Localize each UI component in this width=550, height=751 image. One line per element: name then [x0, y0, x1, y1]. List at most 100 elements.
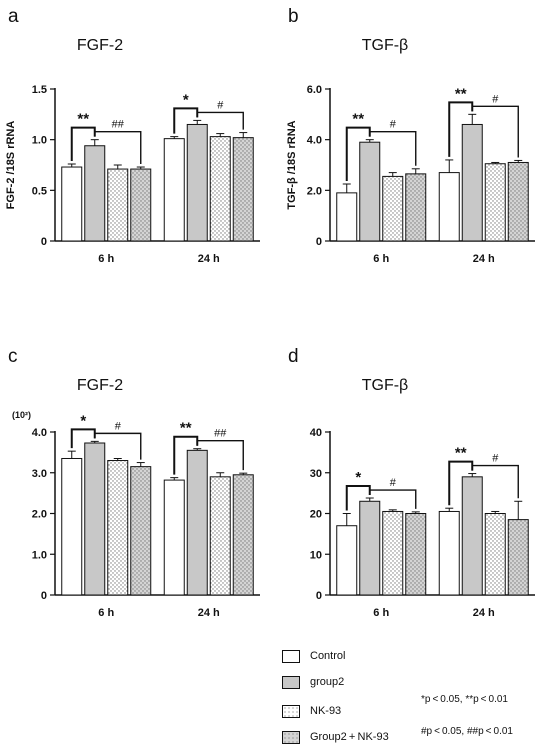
- legend-swatch-group2: [282, 675, 300, 689]
- significance-bracket: [196, 111, 244, 130]
- bar-group2: [461, 123, 483, 242]
- y-tick-label: 1.5: [32, 84, 47, 96]
- significance-label: **: [455, 445, 467, 462]
- y-tick-label: 2.0: [32, 509, 47, 521]
- significance-label: **: [180, 420, 192, 437]
- chart-title: FGF-2: [77, 377, 123, 394]
- legend: Control group2 NK-93 Group2 + NK-93 *p <…: [282, 646, 542, 746]
- legend-swatch-control: [282, 649, 300, 663]
- significance-label: **: [352, 111, 364, 128]
- chart-title: TGF-β: [362, 377, 409, 394]
- bar-group2-nk93: [507, 519, 529, 596]
- bar-nk93: [209, 136, 231, 242]
- chart-title: FGF-2: [77, 37, 123, 54]
- y-tick-label: 40: [310, 427, 322, 439]
- x-tick-label: 6 h: [98, 253, 114, 265]
- significance-bracket: [471, 105, 519, 158]
- legend-label-control: Control: [310, 650, 346, 662]
- bar-group2-nk93: [507, 161, 529, 242]
- legend-swatch-group2-nk93: [282, 730, 300, 744]
- chart-panel-c: c FGF-2 (10²) 0 1.0 2.0 3.0 4.0 6 h 24 h * # ** ##: [8, 346, 260, 619]
- x-tick-label: 24 h: [473, 253, 495, 265]
- y-tick-label: 2.0: [307, 185, 322, 197]
- bar-control: [61, 457, 83, 596]
- significance-label: #: [115, 420, 122, 432]
- bar-group2: [186, 449, 208, 596]
- significance-label: #: [492, 453, 499, 465]
- legend-item-control: Control: [282, 648, 345, 664]
- significance-note-hash: #p < 0.05, ##p < 0.01: [421, 726, 513, 737]
- bar-group2: [461, 476, 483, 596]
- bar-group2: [359, 500, 381, 596]
- y-tick-label: 20: [310, 509, 322, 521]
- x-tick-label: 24 h: [198, 253, 220, 265]
- significance-label: *: [355, 469, 361, 486]
- y-tick-label: 6.0: [307, 84, 322, 96]
- bar-group2-nk93: [232, 137, 254, 242]
- legend-item-group2: group2: [282, 674, 344, 690]
- x-tick-label: 24 h: [473, 607, 495, 619]
- significance-label: #: [390, 119, 397, 131]
- bar-group2: [84, 442, 106, 596]
- y-tick-label: 3.0: [32, 468, 47, 480]
- legend-swatch-nk93: [282, 704, 300, 718]
- bar-nk93: [382, 175, 404, 242]
- bar-group2-nk93: [405, 513, 427, 596]
- legend-label-nk93: NK-93: [310, 705, 342, 717]
- bar-group2: [359, 141, 381, 242]
- legend-item-nk93: NK-93: [282, 703, 341, 719]
- bar-group2-nk93: [405, 173, 427, 242]
- significance-label: ##: [214, 428, 227, 440]
- y-axis-label: FGF-2 /18S rRNA: [5, 121, 17, 210]
- significance-label: *: [183, 91, 189, 108]
- significance-label: #: [390, 477, 397, 489]
- y-tick-label: 30: [310, 468, 322, 480]
- bar-control: [61, 166, 83, 242]
- significance-label: #: [217, 99, 224, 111]
- significance-bracket: [471, 464, 519, 499]
- bar-nk93: [107, 168, 129, 242]
- bar-control: [336, 525, 358, 596]
- chart-title: TGF-β: [362, 37, 409, 54]
- legend-label-group2: group2: [310, 676, 345, 688]
- panel-letter-b: b: [288, 6, 299, 27]
- bar-group2-nk93: [232, 474, 254, 596]
- y-axis-unit: (10²): [12, 410, 31, 420]
- significance-bracket: [369, 489, 417, 509]
- panel-letter-c: c: [8, 346, 18, 367]
- bar-group2: [186, 123, 208, 242]
- significance-bracket: [94, 130, 142, 165]
- bar-control: [438, 172, 460, 242]
- y-axis-label: TGF-β /18S rRNA: [286, 120, 298, 209]
- y-tick-label: 0: [316, 236, 322, 248]
- significance-bracket: [196, 440, 244, 471]
- significance-label: ##: [112, 119, 125, 131]
- significance-note-star: *p < 0.05, **p < 0.01: [421, 694, 508, 705]
- y-tick-label: 0: [41, 590, 47, 602]
- y-tick-label: 10: [310, 549, 322, 561]
- significance-bracket: [94, 432, 142, 460]
- bar-control: [438, 510, 460, 596]
- y-tick-label: 0: [316, 590, 322, 602]
- chart-panel-b: b TGF-β TGF-β /18S rRNA 0 2.0 4.0 6.0 6 h 24 h **…: [286, 6, 535, 265]
- bar-nk93: [209, 476, 231, 596]
- bar-nk93: [484, 163, 506, 242]
- bar-control: [163, 479, 185, 596]
- significance-label: #: [492, 93, 499, 105]
- y-tick-label: 0: [41, 236, 47, 248]
- panel-letter-a: a: [8, 6, 19, 27]
- bar-control: [336, 192, 358, 242]
- significance-label: **: [455, 85, 467, 102]
- y-tick-label: 1.0: [32, 549, 47, 561]
- x-tick-label: 24 h: [198, 607, 220, 619]
- significance-label: *: [80, 412, 86, 429]
- y-tick-label: 4.0: [307, 135, 322, 147]
- y-tick-label: 4.0: [32, 427, 47, 439]
- y-tick-label: 0.5: [32, 185, 47, 197]
- bar-control: [163, 138, 185, 242]
- chart-panel-d: d TGF-β 0 10 20 30 40 6 h 24 h * # ** #: [288, 346, 535, 619]
- bar-group2-nk93: [130, 168, 152, 242]
- panel-letter-d: d: [288, 346, 299, 367]
